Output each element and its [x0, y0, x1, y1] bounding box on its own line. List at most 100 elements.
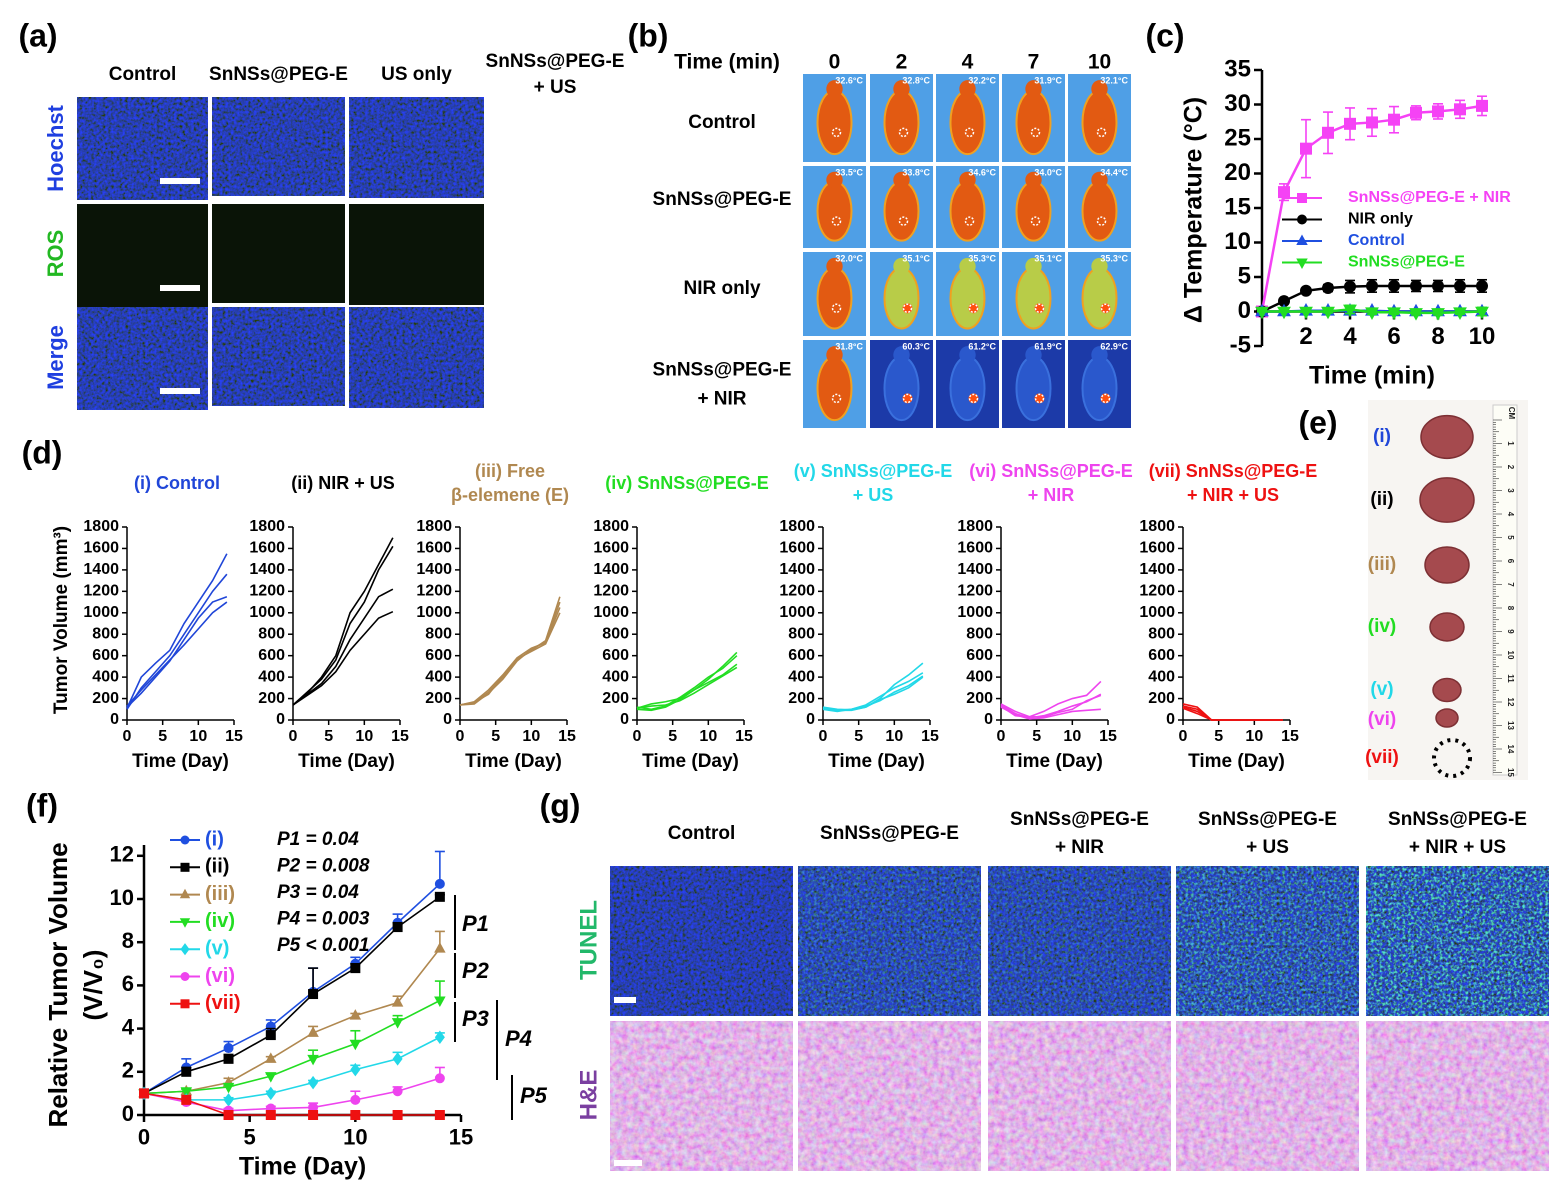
y-tick-label: 600	[1148, 647, 1175, 664]
marker	[392, 1086, 403, 1097]
series-line	[636, 651, 738, 709]
x-tick-label: 10	[1469, 323, 1496, 350]
row-label: Control	[688, 112, 756, 133]
mouse-head	[1091, 80, 1108, 98]
marker	[1366, 116, 1378, 129]
temperature-label: 31.9°C	[1034, 75, 1062, 85]
legend-marker	[1297, 193, 1307, 203]
mouse-head	[1025, 257, 1042, 275]
y-axis-title: Relative Tumor Volume	[43, 842, 73, 1127]
y-tick-label: 800	[1148, 625, 1175, 642]
ruler-mark: 8	[1506, 606, 1515, 611]
row-label: SnNSs@PEG-E	[653, 360, 792, 381]
scale-bar	[160, 285, 200, 291]
roi-marker	[902, 303, 913, 313]
y-tick-label: 1600	[957, 540, 993, 557]
marker	[434, 1030, 445, 1044]
x-axis-title: Time (Day)	[828, 751, 925, 772]
group-label: (vi)	[1368, 709, 1397, 730]
y-tick-label: 10	[110, 885, 134, 910]
x-tick-label: 15	[449, 1124, 473, 1149]
x-tick-label: 0	[1179, 728, 1188, 745]
roi-marker	[831, 216, 842, 226]
temperature-label: 32.2°C	[968, 75, 996, 85]
y-tick-label: 800	[258, 625, 285, 642]
x-tick-label: 15	[225, 728, 243, 745]
y-tick-label: 0	[1238, 297, 1251, 324]
mouse-body	[883, 266, 920, 330]
marker	[1388, 113, 1400, 126]
ruler-mark: 4	[1506, 512, 1515, 517]
marker	[265, 1072, 277, 1083]
marker	[434, 942, 446, 953]
mouse-head	[893, 257, 910, 275]
mouse-head	[959, 257, 976, 275]
marker	[181, 1094, 192, 1105]
y-tick-label: 0	[122, 1101, 134, 1126]
y-tick-label: 4	[122, 1014, 135, 1039]
y-tick-label: 1200	[779, 583, 815, 600]
legend-marker	[180, 999, 190, 1009]
roi-marker	[1034, 393, 1045, 404]
mouse-body	[883, 180, 920, 242]
column-header: + NIR + US	[1409, 837, 1506, 858]
image	[349, 204, 484, 305]
x-tick-label: 15	[921, 728, 939, 745]
image	[610, 1021, 793, 1171]
chart-title: + NIR + US	[1187, 485, 1279, 505]
marker	[1432, 105, 1444, 118]
y-tick-label: 1400	[83, 561, 119, 578]
y-tick-label: 0	[620, 711, 629, 728]
legend-label: (vii)	[205, 992, 241, 1014]
ruler-mark: 9	[1506, 629, 1515, 634]
series-line	[126, 601, 228, 707]
marker	[1454, 279, 1466, 292]
image-overlay	[1366, 866, 1549, 1016]
x-tick-label: 15	[735, 728, 753, 745]
legend-marker	[180, 943, 190, 956]
ruler-mark: 3	[1506, 488, 1515, 493]
roi-marker	[1034, 303, 1045, 313]
x-tick-label: 10	[699, 728, 717, 745]
chart-title: (iii) Free	[475, 461, 545, 481]
y-tick-label: 1200	[83, 583, 119, 600]
series-line	[143, 999, 441, 1095]
y-tick-label: 1800	[83, 518, 119, 535]
temperature-label: 32.1°C	[1100, 75, 1128, 85]
y-tick-label: 1800	[1139, 518, 1175, 535]
marker	[1388, 279, 1400, 292]
mouse-head	[959, 346, 976, 364]
mouse-body	[949, 266, 986, 330]
x-axis-title: Time (Day)	[465, 751, 562, 772]
mouse-head	[1091, 257, 1108, 275]
marker	[349, 1039, 362, 1051]
temperature-label: 35.3°C	[1100, 253, 1128, 263]
temperature-label: 32.0°C	[835, 253, 863, 263]
mouse-body	[816, 266, 853, 330]
marker	[1344, 280, 1356, 293]
legend-label: (ii)	[205, 856, 229, 878]
mouse-body	[949, 89, 986, 156]
mouse-head	[1025, 171, 1042, 189]
marker	[1476, 279, 1488, 292]
marker	[223, 1093, 234, 1107]
mouse-body	[949, 180, 986, 242]
marker	[391, 1018, 404, 1029]
marker	[265, 1052, 277, 1063]
column-header: + US	[1246, 837, 1289, 858]
y-tick-label: 200	[966, 690, 993, 707]
mouse-head	[959, 80, 976, 98]
x-tick-label: 15	[1281, 728, 1299, 745]
x-tick-label: 5	[244, 1124, 256, 1149]
annotation: P2 = 0.008	[277, 856, 370, 877]
x-tick-label: 5	[158, 728, 167, 745]
series-line	[1182, 707, 1283, 721]
y-tick-label: 200	[788, 690, 815, 707]
y-tick-label: 0	[443, 711, 452, 728]
y-tick-label: 30	[1224, 90, 1251, 117]
column-header: SnNSs@PEG-E	[209, 64, 348, 85]
x-tick-label: 10	[1063, 728, 1081, 745]
temperature-label: 35.1°C	[902, 253, 930, 263]
marker	[265, 1086, 276, 1101]
marker	[307, 1026, 319, 1037]
